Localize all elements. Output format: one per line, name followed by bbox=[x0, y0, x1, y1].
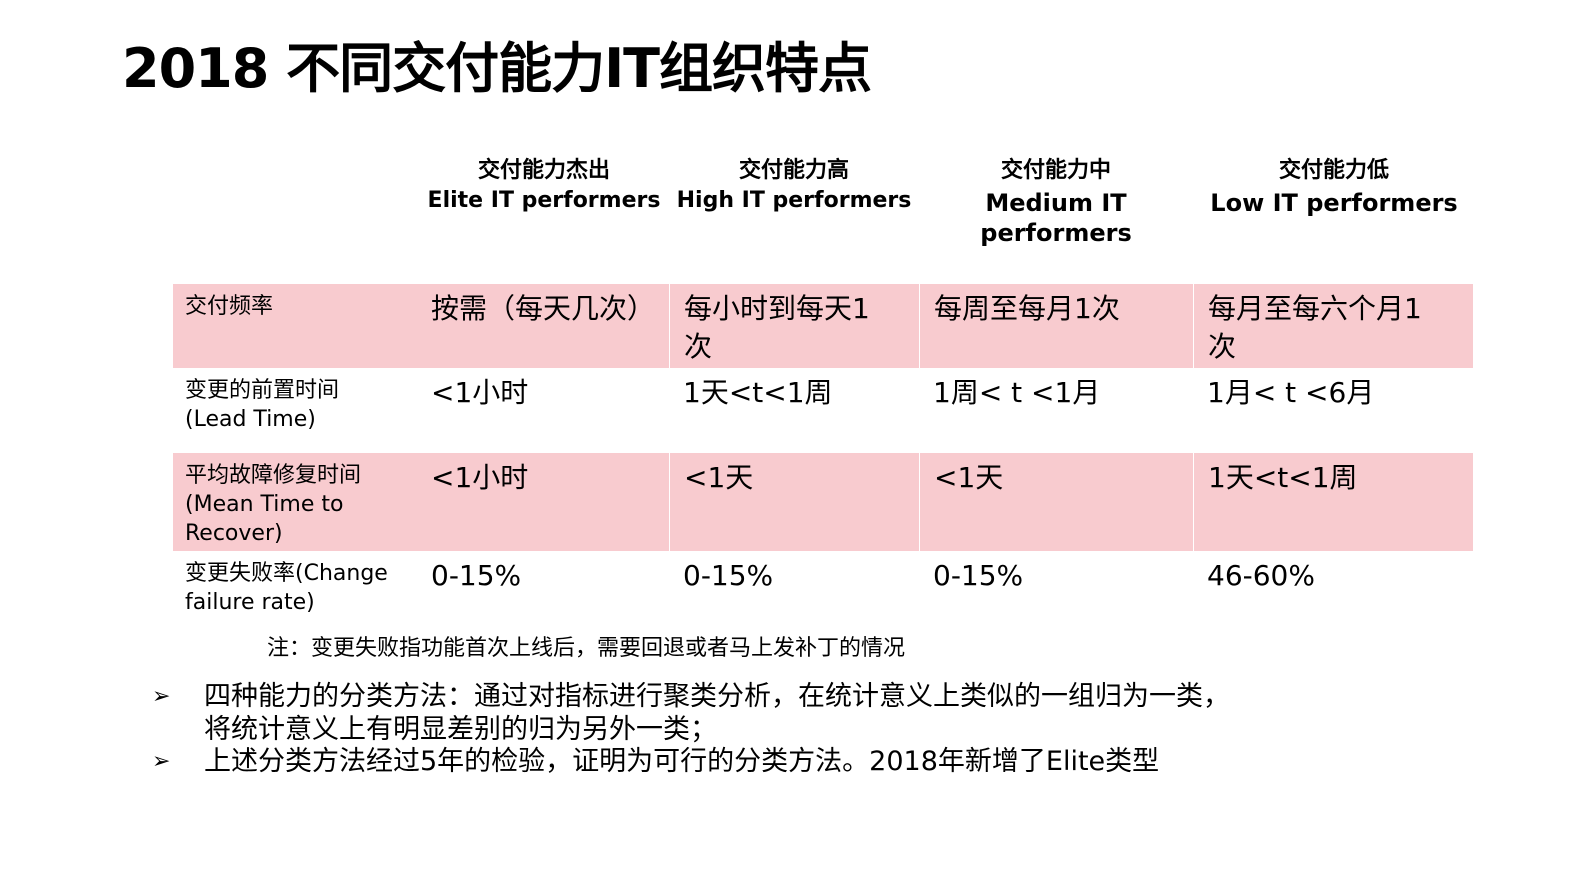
row-label: 交付频率 bbox=[173, 284, 417, 368]
row-label: 变更的前置时间 (Lead Time) bbox=[173, 368, 417, 453]
arrow-bullet-icon: ➢ bbox=[152, 684, 171, 709]
column-header-zh: 交付能力低 bbox=[1278, 158, 1389, 183]
column-header-medium: 交付能力中 Medium IT performers bbox=[930, 156, 1182, 248]
bullet-line: 将统计意义上有明显差别的归为另外一类； bbox=[204, 714, 717, 745]
column-header-en: High IT performers bbox=[676, 188, 912, 213]
column-header-zh: 交付能力杰出 bbox=[477, 158, 610, 183]
column-header-elite: 交付能力杰出 Elite IT performers bbox=[418, 156, 670, 216]
cell-line: 按需（每天几次） bbox=[431, 292, 656, 325]
column-header-zh: 交付能力中 bbox=[1000, 158, 1111, 183]
arrow-bullet-icon: ➢ bbox=[152, 749, 171, 774]
table-cell: <1小时 bbox=[417, 368, 669, 453]
column-header-en: performers bbox=[980, 219, 1132, 247]
row-label-line: failure rate) bbox=[185, 590, 315, 615]
row-label-line: Recover) bbox=[185, 521, 283, 546]
performance-table: 交付频率 按需（每天几次） 每小时到每天1 次 每周至每月1次 每月至每六个月1… bbox=[173, 284, 1473, 627]
cell-line: <1小时 bbox=[431, 376, 529, 409]
bullet-line: 四种能力的分类方法：通过对指标进行聚类分析，在统计意义上类似的一组归为一类， bbox=[204, 681, 1230, 712]
table-row-change-failure-rate: 变更失败率(Change failure rate) 0-15% 0-15% 0… bbox=[173, 551, 1473, 627]
table-cell: 46-60% bbox=[1193, 551, 1473, 627]
cell-line: 46-60% bbox=[1207, 559, 1315, 592]
row-label: 变更失败率(Change failure rate) bbox=[173, 551, 417, 627]
table-cell: 每小时到每天1 次 bbox=[669, 284, 919, 368]
table-cell: <1天 bbox=[669, 453, 919, 551]
row-label: 平均故障修复时间 (Mean Time to Recover) bbox=[173, 453, 417, 551]
cell-line: 每小时到每天1 bbox=[684, 292, 870, 325]
cell-line: <1天 bbox=[684, 461, 754, 494]
table-cell: 1周< t <1月 bbox=[919, 368, 1193, 453]
cell-line: 次 bbox=[1208, 330, 1237, 363]
row-label-line: 平均故障修复时间 bbox=[185, 463, 362, 488]
table-cell: 每周至每月1次 bbox=[919, 284, 1193, 368]
table-row-lead-time: 变更的前置时间 (Lead Time) <1小时 1天<t<1周 1周< t <… bbox=[173, 368, 1473, 453]
table-cell: 0-15% bbox=[417, 551, 669, 627]
cell-line: 每周至每月1次 bbox=[934, 292, 1120, 325]
table-cell: 每月至每六个月1 次 bbox=[1193, 284, 1473, 368]
cell-line: 0-15% bbox=[431, 559, 522, 592]
bullet-line: 上述分类方法经过5年的检验，证明为可行的分类方法。2018年新增了Elite类型 bbox=[204, 746, 1160, 777]
table-cell: 按需（每天几次） bbox=[417, 284, 669, 368]
cell-line: <1天 bbox=[934, 461, 1004, 494]
row-label-line: 变更的前置时间 bbox=[185, 378, 340, 403]
table-cell: 0-15% bbox=[669, 551, 919, 627]
table-cell: 1月< t <6月 bbox=[1193, 368, 1473, 453]
column-header-low: 交付能力低 Low IT performers bbox=[1196, 156, 1472, 218]
row-label-line: 交付频率 bbox=[185, 294, 274, 319]
page-title: 2018 不同交付能力IT组织特点 bbox=[122, 37, 872, 100]
cell-line: 每月至每六个月1 bbox=[1208, 292, 1422, 325]
cell-line: 1天<t<1周 bbox=[683, 376, 833, 409]
table-cell: 0-15% bbox=[919, 551, 1193, 627]
column-header-high: 交付能力高 High IT performers bbox=[668, 156, 920, 216]
column-header-en: Elite IT performers bbox=[427, 188, 661, 213]
table-cell: 1天<t<1周 bbox=[669, 368, 919, 453]
cell-line: 0-15% bbox=[683, 559, 774, 592]
row-label-line: (Lead Time) bbox=[185, 407, 316, 432]
table-row-mttr: 平均故障修复时间 (Mean Time to Recover) <1小时 <1天… bbox=[173, 453, 1473, 551]
cell-line: 1周< t <1月 bbox=[933, 376, 1101, 409]
bullet-item: ➢ 四种能力的分类方法：通过对指标进行聚类分析，在统计意义上类似的一组归为一类，… bbox=[152, 680, 1230, 746]
table-row-deploy-frequency: 交付频率 按需（每天几次） 每小时到每天1 次 每周至每月1次 每月至每六个月1… bbox=[173, 284, 1473, 368]
column-header-en: Medium IT bbox=[985, 189, 1127, 217]
footnote: 注：变更失败指功能首次上线后，需要回退或者马上发补丁的情况 bbox=[267, 636, 906, 661]
table-cell: <1天 bbox=[919, 453, 1193, 551]
table-cell: <1小时 bbox=[417, 453, 669, 551]
cell-line: <1小时 bbox=[431, 461, 529, 494]
column-header-en: Low IT performers bbox=[1210, 189, 1458, 217]
column-header-zh: 交付能力高 bbox=[738, 158, 849, 183]
cell-line: 1月< t <6月 bbox=[1207, 376, 1375, 409]
cell-line: 次 bbox=[684, 330, 713, 363]
bullet-item: ➢ 上述分类方法经过5年的检验，证明为可行的分类方法。2018年新增了Elite… bbox=[152, 745, 1159, 778]
cell-line: 1天<t<1周 bbox=[1208, 461, 1358, 494]
table-cell: 1天<t<1周 bbox=[1193, 453, 1473, 551]
row-label-line: 变更失败率(Change bbox=[185, 561, 388, 586]
row-label-line: (Mean Time to bbox=[185, 492, 344, 517]
cell-line: 0-15% bbox=[933, 559, 1024, 592]
